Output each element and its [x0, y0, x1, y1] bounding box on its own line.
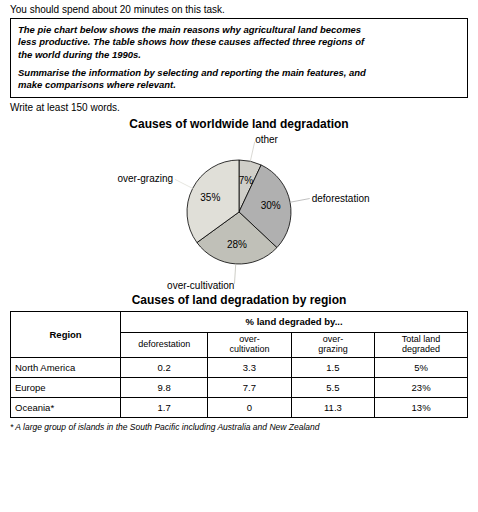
html-text:23%: 23% — [411, 381, 431, 393]
svg-text:35%: 35% — [200, 192, 220, 203]
svg-text:deforestation: deforestation — [312, 192, 370, 203]
html-text:You should spend about 20 minu: You should spend about 20 minutes on thi… — [10, 4, 225, 15]
html-text:9.8: 9.8 — [157, 381, 171, 393]
html-text:5%: 5% — [414, 361, 428, 373]
html-text:Region: Region — [49, 328, 82, 340]
svg-text:over-cultivation: over-cultivation — [167, 280, 234, 291]
html-text:Total land degraded: Total land degraded — [401, 333, 441, 354]
svg-text:30%: 30% — [261, 200, 281, 211]
html-text:0.2: 0.2 — [157, 361, 171, 373]
svg-text:7%: 7% — [239, 175, 254, 186]
html-text:% land degraded by...: % land degraded by... — [245, 316, 343, 328]
html-text:3.3: 3.3 — [242, 361, 256, 373]
html-text:Causes of land degradation by: Causes of land degradation by region — [131, 292, 347, 307]
html-text:Summarise the information by s: Summarise the information by selecting a… — [18, 67, 366, 91]
html-text:7.7: 7.7 — [242, 381, 256, 393]
html-text:Write at least 150 words.: Write at least 150 words. — [10, 101, 120, 113]
html-text:over- cultivation: over- cultivation — [229, 333, 270, 354]
html-text:11.3: 11.3 — [324, 401, 342, 413]
svg-text:over-grazing: over-grazing — [117, 173, 173, 184]
html-text:Oceania*: Oceania* — [15, 401, 55, 413]
html-text:1.7: 1.7 — [157, 401, 171, 413]
html-text:Europe: Europe — [15, 381, 46, 393]
html-text:13%: 13% — [411, 401, 431, 413]
html-text:5.5: 5.5 — [326, 381, 340, 393]
html-text:North America: North America — [15, 361, 76, 373]
html-text:Causes of worldwide land degra: Causes of worldwide land degradation — [129, 116, 349, 131]
html-text:deforestation: deforestation — [138, 338, 191, 349]
html-text:1.5: 1.5 — [326, 361, 340, 373]
html-text:The pie chart below shows the: The pie chart below shows the main reaso… — [18, 24, 365, 60]
svg-text:other: other — [255, 134, 278, 145]
svg-text:28%: 28% — [227, 238, 247, 249]
html-text:0: 0 — [246, 401, 253, 413]
html-text:* A large group of islands in: * A large group of islands in the South … — [10, 421, 320, 432]
html-text:over- grazing: over- grazing — [318, 333, 348, 354]
